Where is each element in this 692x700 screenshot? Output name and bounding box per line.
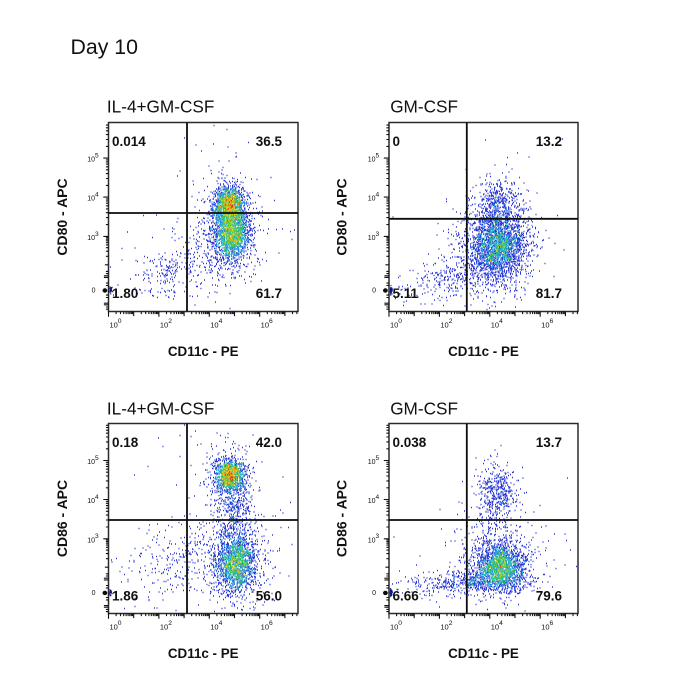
svg-text:102: 102 (440, 318, 452, 329)
svg-text:105: 105 (368, 455, 380, 466)
svg-text:104: 104 (491, 620, 503, 631)
svg-text:100: 100 (390, 318, 402, 329)
svg-text:42.0: 42.0 (256, 435, 282, 450)
svg-text:56.0: 56.0 (256, 588, 282, 603)
svg-text:103: 103 (87, 533, 99, 544)
svg-text:79.6: 79.6 (536, 588, 563, 603)
svg-text:1.80: 1.80 (112, 286, 138, 301)
svg-text:0.18: 0.18 (112, 435, 139, 450)
svg-text:61.7: 61.7 (256, 286, 282, 301)
svg-text:104: 104 (368, 494, 380, 505)
svg-text:105: 105 (87, 455, 99, 466)
svg-text:103: 103 (368, 533, 380, 544)
svg-text:IL-4+GM-CSF: IL-4+GM-CSF (107, 96, 214, 116)
svg-text:105: 105 (87, 153, 99, 164)
svg-text:106: 106 (541, 620, 553, 631)
svg-text:104: 104 (491, 318, 503, 329)
svg-text:13.7: 13.7 (536, 435, 562, 450)
svg-text:103: 103 (368, 231, 380, 242)
svg-text:0: 0 (393, 134, 401, 149)
svg-text:106: 106 (261, 318, 273, 329)
svg-text:104: 104 (210, 620, 222, 631)
svg-text:104: 104 (87, 192, 99, 203)
svg-text:0.038: 0.038 (393, 435, 427, 450)
svg-text:CD80 - APC: CD80 - APC (333, 178, 349, 255)
svg-text:100: 100 (109, 318, 121, 329)
svg-text:0: 0 (372, 288, 376, 295)
svg-text:103: 103 (87, 231, 99, 242)
svg-text:104: 104 (210, 318, 222, 329)
svg-text:CD80 - APC: CD80 - APC (54, 178, 70, 255)
svg-text:CD11c - PE: CD11c - PE (168, 646, 239, 661)
svg-text:CD11c - PE: CD11c - PE (448, 344, 519, 359)
svg-text:100: 100 (390, 620, 402, 631)
svg-text:106: 106 (541, 318, 553, 329)
svg-text:102: 102 (440, 620, 452, 631)
svg-text:102: 102 (160, 318, 172, 329)
svg-text:106: 106 (261, 620, 273, 631)
svg-text:0: 0 (372, 590, 376, 597)
svg-text:CD11c - PE: CD11c - PE (448, 646, 519, 661)
svg-text:5.11: 5.11 (393, 286, 419, 301)
svg-text:1.86: 1.86 (112, 588, 139, 603)
svg-text:102: 102 (160, 620, 172, 631)
svg-text:0: 0 (92, 590, 96, 597)
svg-text:104: 104 (368, 192, 380, 203)
svg-text:105: 105 (368, 153, 380, 164)
svg-text:0.014: 0.014 (112, 134, 146, 149)
svg-text:104: 104 (87, 494, 99, 505)
svg-text:100: 100 (109, 620, 121, 631)
svg-text:GM-CSF: GM-CSF (390, 96, 458, 116)
svg-text:CD86 - APC: CD86 - APC (333, 480, 349, 557)
svg-text:81.7: 81.7 (536, 286, 562, 301)
svg-text:GM-CSF: GM-CSF (390, 399, 458, 419)
svg-text:CD11c - PE: CD11c - PE (168, 344, 239, 359)
svg-text:CD86 - APC: CD86 - APC (54, 480, 70, 557)
svg-text:13.2: 13.2 (536, 134, 562, 149)
svg-text:IL-4+GM-CSF: IL-4+GM-CSF (107, 399, 214, 419)
svg-text:36.5: 36.5 (256, 134, 283, 149)
svg-text:0: 0 (92, 288, 96, 295)
svg-text:6.66: 6.66 (393, 588, 420, 603)
svg-text:Day 10: Day 10 (71, 35, 139, 59)
